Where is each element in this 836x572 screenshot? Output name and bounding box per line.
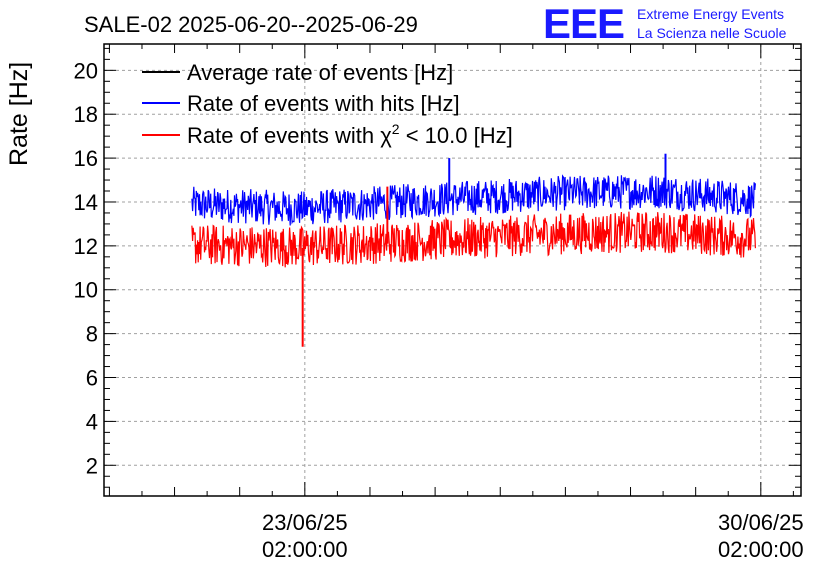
legend-label-chi2: Rate of events with χ2 < 10.0 [Hz] [187, 121, 513, 148]
y-tick-label: 10 [74, 278, 98, 303]
y-tick-label: 6 [86, 366, 98, 391]
legend-label-chi2-suffix: < 10.0 [Hz] [400, 123, 513, 148]
legend-label-average: Average rate of events [Hz] [187, 60, 453, 85]
y-axis: 2 4 6 8 10 12 14 16 18 20 [74, 47, 801, 488]
y-tick-label: 18 [74, 102, 98, 127]
y-tick-label: 14 [74, 190, 98, 215]
legend-label-chi2-symbol: χ [380, 123, 392, 148]
chart-title: SALE-02 2025-06-20--2025-06-29 [84, 12, 418, 37]
legend-label-chi2-sup: 2 [392, 121, 400, 137]
y-tick-label: 20 [74, 58, 98, 83]
eee-logo: EEE Extreme Energy Events La Scienza nel… [543, 0, 787, 47]
y-tick-label: 16 [74, 146, 98, 171]
x-tick-label-time: 02:00:00 [718, 537, 804, 562]
series-line-2 [191, 211, 756, 268]
x-tick-label-time: 02:00:00 [262, 537, 348, 562]
y-tick-label: 4 [86, 409, 98, 434]
series-layer [191, 153, 756, 347]
x-tick-label-date: 23/06/25 [262, 510, 348, 535]
eee-logo-line2: La Scienza nelle Scuole [637, 25, 787, 41]
eee-logo-mark: EEE [543, 0, 624, 47]
y-tick-label: 2 [86, 453, 98, 478]
legend: Average rate of events [Hz] Rate of even… [142, 60, 513, 148]
series-line-1 [191, 174, 756, 226]
x-tick-label-date: 30/06/25 [718, 510, 804, 535]
plot-frame [103, 43, 802, 497]
legend-label-chi2-prefix: Rate of events with [187, 123, 380, 148]
y-tick-label: 12 [74, 234, 98, 259]
eee-logo-line1: Extreme Energy Events [637, 6, 784, 22]
y-tick-label: 8 [86, 322, 98, 347]
y-axis-label: Rate [Hz] [5, 62, 33, 166]
legend-label-hits: Rate of events with hits [Hz] [187, 91, 460, 116]
